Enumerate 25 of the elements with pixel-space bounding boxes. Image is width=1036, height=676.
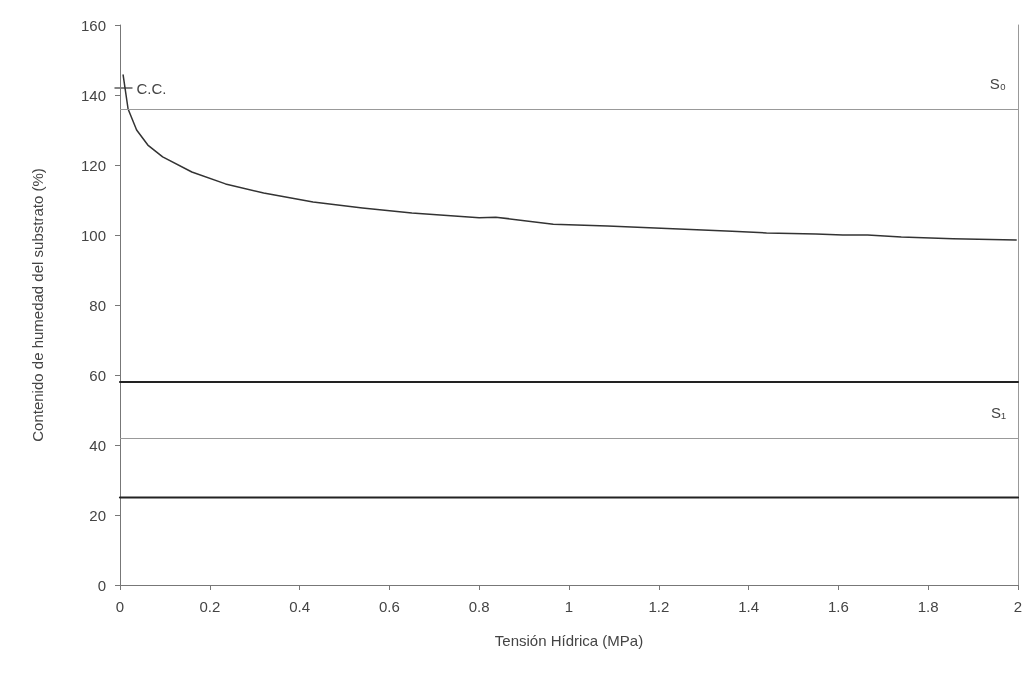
y-tick-label: 120 xyxy=(80,156,106,174)
annotation: C.C. xyxy=(136,79,167,97)
x-tick-label: 2 xyxy=(1013,598,1023,615)
y-tick-label: 100 xyxy=(80,226,106,244)
x-tick-label: 0.8 xyxy=(468,598,490,615)
ref-line-label: S₁ xyxy=(990,404,1006,421)
y-tick-label: 140 xyxy=(80,86,106,104)
x-tick-label: 0 xyxy=(115,598,125,615)
x-tick-label: 0.6 xyxy=(378,598,400,615)
ref-line-label: S₀ xyxy=(989,75,1006,92)
y-tick-label: 0 xyxy=(97,576,106,594)
x-tick-label: 1.4 xyxy=(738,598,760,615)
y-tick-label: 160 xyxy=(80,16,106,34)
x-tick-label: 0.4 xyxy=(289,598,311,615)
y-tick-label: 80 xyxy=(89,296,106,314)
x-tick-label: 0.2 xyxy=(199,598,221,615)
x-tick-label: 1.6 xyxy=(827,598,849,615)
y-tick-label: 20 xyxy=(89,506,106,524)
x-tick-label: 1 xyxy=(564,598,574,615)
x-tick-label: 1.8 xyxy=(917,598,939,615)
x-axis-title: Tensión Hídrica (MPa) xyxy=(494,632,644,649)
y-tick-label: 60 xyxy=(89,366,106,384)
y-axis-title: Contenido de humedad del substrato (%) xyxy=(29,168,46,442)
x-tick-label: 1.2 xyxy=(648,598,670,615)
y-tick-label: 40 xyxy=(89,436,106,454)
